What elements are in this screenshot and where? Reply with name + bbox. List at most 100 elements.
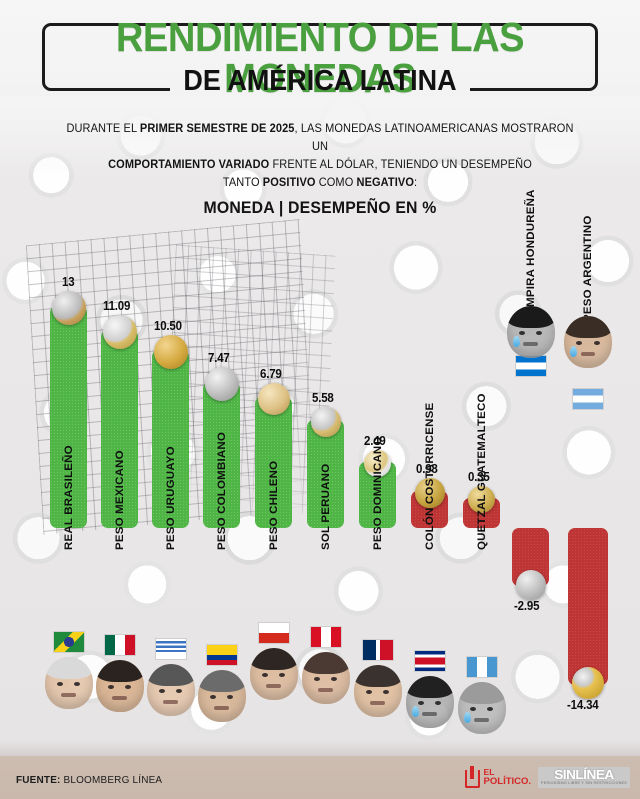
el-politico-line1: EL [483,767,495,777]
publisher-logos: EL POLÍTICO. SINLÍNEA PERIODISMO LIBRE Y… [464,762,630,792]
footer-band [0,756,640,799]
currency-name-label: REAL BRASILEÑO [63,445,75,550]
portrait-hair [44,657,93,679]
portrait-mouth [580,352,596,357]
portrait-eye-right [331,676,338,681]
currency-coin-icon [468,485,495,513]
tear-drop-icon [411,706,419,717]
portrait-mouth [214,706,229,711]
portrait-hair [249,648,298,670]
portrait-eye-right [125,684,132,689]
currency-name-label: SOL PERUANO [320,463,332,550]
portrait-eye-left [313,676,320,681]
bar-value-label: 5.58 [312,390,334,405]
country-flag-icon [413,650,446,672]
portrait-eye-left [417,700,424,705]
country-flag-icon [103,634,136,656]
portrait-mouth [266,684,281,689]
portrait-mouth [61,693,76,698]
country-flag-icon [514,355,547,377]
portrait-hair [457,682,506,704]
title-block: RENDIMIENTO DE LAS MONEDAS DE AMÉRICA LA… [0,10,640,101]
currency-coin-icon [102,314,137,349]
portrait-eye-right [74,681,81,686]
portrait-mouth [422,712,437,717]
currency-coin-icon [414,477,445,508]
currency-name-label: PESO COLOMBIANO [216,431,228,550]
leader-portrait [95,660,144,712]
chart-heading: MONEDA | DESEMPEÑO EN % [203,198,437,217]
chart-bar [568,528,608,685]
header-background [0,0,640,100]
el-politico-logo[interactable]: EL POLÍTICO. [464,766,532,788]
portrait-mouth [112,696,127,701]
portrait-hair [506,306,555,328]
currency-name-label: PESO URUGUAYO [165,446,177,550]
sinlinea-logo[interactable]: SINLÍNEA PERIODISMO LIBRE Y SIN RESTRICC… [538,766,630,788]
currency-coin-icon [257,382,290,415]
portrait-hair [146,664,195,686]
chart-bar [152,350,189,528]
currency-name-label: COLÓN COSTARRICENSE [424,402,436,550]
portrait-eye-left [56,681,63,686]
portrait-mouth [474,718,489,723]
bar-value-label: -2.95 [513,598,539,613]
country-flag-icon [205,644,238,666]
currency-coin-icon [364,449,391,477]
subtitle-part-2a: COMPORTAMIENTO VARIADO [108,158,270,171]
subtitle-part-3a: TANTO [222,176,263,189]
currency-coin-icon [51,290,86,325]
bar-value-label: 7.47 [208,350,230,365]
portrait-eye-left [209,694,216,699]
portrait-hair [353,665,402,687]
bar-value-label: 6.79 [260,366,282,381]
tear-drop-icon [512,336,520,347]
portrait-eye-right [487,706,494,711]
portrait-mouth [370,701,385,706]
bar-value-label: 11.09 [102,298,130,313]
page-title-line2: DE AMÉRICA LATINA [183,65,457,97]
bar-value-label: 0.98 [416,461,438,476]
currency-coin-icon [572,667,604,700]
page-title-line1: RENDIMIENTO DE LAS MONEDAS [115,14,525,101]
el-politico-line2: POLÍTICO. [483,776,532,787]
portrait-eye-left [261,672,268,677]
portrait-mouth [523,342,538,347]
currency-name-label: PESO DOMINICANO [372,436,384,550]
tear-drop-icon [463,712,471,723]
currency-name-label: QUETZAL GUATEMALTECO [476,393,488,550]
portrait-hair [197,670,246,692]
portrait-hair [405,676,454,698]
chart-bar [255,397,292,528]
tear-drop-icon [570,346,577,357]
leader-portrait [353,665,402,717]
portrait-mouth [163,700,178,705]
currency-name-label: PESO ARGENTINO [582,215,594,322]
subtitle-paragraph: DURANTE EL PRIMER SEMESTRE DE 2025, LAS … [60,120,581,192]
subtitle-part-3d: NEGATIVO [356,176,414,189]
currency-coin-icon [310,406,341,437]
portrait-eye-left [469,706,476,711]
leader-portrait [146,664,195,716]
bar-value-label: 10.50 [153,318,182,333]
subtitle-part-3b: POSITIVO [262,176,316,189]
portrait-eye-left [518,330,525,335]
leader-portrait [44,657,93,709]
portrait-eye-right [227,694,234,699]
leader-portrait [457,682,506,734]
subtitle-part-1a: DURANTE EL [66,122,140,135]
portrait-hair [95,660,144,682]
portrait-eye-right [536,330,543,335]
title-bracket-gap [170,86,470,96]
chart-bar [50,306,87,528]
subtitle-part-3e: : [413,176,418,189]
country-flag-icon [572,388,604,410]
currency-coin-icon [153,334,188,369]
sinlinea-tagline: PERIODISMO LIBRE Y SIN RESTRICCIONES [541,780,627,785]
country-flag-icon [154,638,187,660]
chart-bar [307,420,344,528]
country-flag-icon [361,639,394,661]
currency-coin-icon [515,569,546,600]
